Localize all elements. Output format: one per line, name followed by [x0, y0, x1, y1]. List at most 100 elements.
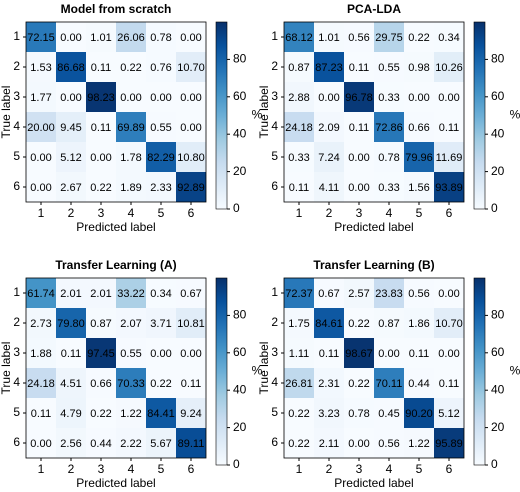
cell-label: 0.00: [120, 92, 141, 104]
cell-label: 0.11: [91, 62, 112, 74]
heatmap-cell: [146, 22, 176, 52]
colorbar-label: %: [510, 364, 520, 378]
heatmap-cell: [56, 368, 86, 398]
cell-label: 2.67: [60, 182, 81, 194]
cell-label: 97.45: [87, 348, 115, 360]
heatmap-cell: [374, 52, 404, 82]
colorbar-tick-label: 20: [233, 420, 247, 434]
cell-label: 0.55: [120, 348, 141, 360]
heatmap-cell: [116, 142, 146, 172]
colorbar-tick-label: 20: [233, 164, 247, 178]
heatmap-cell: [284, 142, 314, 172]
y-tick-label: 1: [13, 29, 20, 43]
heatmap-cell: [284, 308, 314, 338]
y-tick-label: 3: [13, 89, 20, 103]
heatmap-cell: [434, 82, 464, 112]
x-tick-label: 4: [386, 206, 393, 220]
heatmap-cell: [86, 52, 116, 82]
cell-label: 2.31: [318, 378, 339, 390]
cell-label: 84.41: [147, 408, 175, 420]
heatmap-cell: [374, 112, 404, 142]
heatmap-cell: [374, 428, 404, 458]
cell-label: 0.00: [90, 152, 111, 164]
heatmap-cell: [116, 278, 146, 308]
y-tick-label: 4: [13, 119, 20, 133]
heatmap-cell: [374, 22, 404, 52]
heatmap-cell: [284, 172, 314, 202]
heatmap-cell: [314, 22, 344, 52]
heatmap-cell: [374, 368, 404, 398]
cell-label: 0.11: [349, 62, 370, 74]
heatmap-cell: [284, 112, 314, 142]
cell-label: 2.01: [90, 288, 111, 300]
heatmap-cell: [176, 112, 206, 142]
heatmap-cell: [176, 22, 206, 52]
cell-label: 7.24: [318, 152, 339, 164]
cell-label: 1.53: [30, 62, 51, 74]
heatmap-cell: [56, 308, 86, 338]
cell-label: 2.01: [60, 288, 81, 300]
cell-label: 86.68: [57, 62, 85, 74]
cell-label: 1.75: [288, 318, 309, 330]
cell-label: 72.86: [375, 122, 403, 134]
cell-label: 2.11: [319, 438, 340, 450]
y-tick-label: 1: [13, 285, 20, 299]
heatmap-cell: [146, 428, 176, 458]
y-tick-label: 4: [13, 375, 20, 389]
cell-label: 0.66: [408, 122, 429, 134]
cell-label: 0.34: [150, 288, 171, 300]
cell-label: 24.18: [27, 378, 55, 390]
heatmap-cell: [434, 172, 464, 202]
heatmap-cell: [284, 52, 314, 82]
chart-title: Model from scratch: [61, 2, 172, 16]
cell-label: 0.22: [408, 32, 429, 44]
cell-label: 1.01: [318, 32, 339, 44]
heatmap-cell: [344, 278, 374, 308]
cell-label: 89.11: [178, 438, 205, 450]
heatmap-cell: [176, 172, 206, 202]
cell-label: 70.11: [376, 378, 403, 390]
heatmap-cell: [146, 398, 176, 428]
cell-label: 1.22: [120, 408, 141, 420]
heatmap-cell: [86, 368, 116, 398]
colorbar-label: %: [252, 108, 263, 122]
cell-label: 82.29: [147, 152, 175, 164]
x-tick-label: 1: [296, 206, 303, 220]
cell-label: 4.79: [60, 408, 81, 420]
cell-label: 0.11: [349, 122, 370, 134]
x-axis-label: Predicted label: [76, 220, 155, 234]
cell-label: 0.45: [378, 408, 399, 420]
heatmap-cell: [434, 112, 464, 142]
x-tick-label: 4: [128, 206, 135, 220]
cell-label: 0.78: [150, 32, 171, 44]
cell-label: 0.22: [288, 408, 309, 420]
heatmap-cell: [314, 368, 344, 398]
heatmap-cell: [26, 368, 56, 398]
heatmap-cell: [404, 398, 434, 428]
cell-label: 0.00: [150, 348, 171, 360]
cell-label: 0.98: [408, 62, 429, 74]
cell-label: 10.70: [435, 318, 463, 330]
heatmap-cell: [284, 278, 314, 308]
x-axis-label: Predicted label: [76, 476, 155, 490]
cell-label: 79.96: [405, 152, 433, 164]
colorbar-tick-label: 80: [233, 308, 247, 322]
cell-label: 61.74: [27, 288, 55, 300]
cell-label: 0.00: [60, 32, 81, 44]
cell-label: 3.71: [150, 318, 171, 330]
cell-label: 5.12: [438, 408, 459, 420]
cell-label: 79.80: [57, 318, 85, 330]
cell-label: 1.22: [408, 438, 429, 450]
x-tick-label: 2: [326, 206, 333, 220]
heatmap-cell: [404, 278, 434, 308]
colorbar-tick-label: 40: [233, 126, 247, 140]
heatmap-cell: [344, 112, 374, 142]
x-tick-label: 5: [158, 462, 165, 476]
heatmap-cell: [344, 142, 374, 172]
cell-label: 0.00: [180, 348, 201, 360]
cell-label: 0.66: [90, 378, 111, 390]
cell-label: 70.33: [117, 378, 145, 390]
y-axis-label: True label: [0, 86, 13, 139]
heatmap-cell: [146, 278, 176, 308]
